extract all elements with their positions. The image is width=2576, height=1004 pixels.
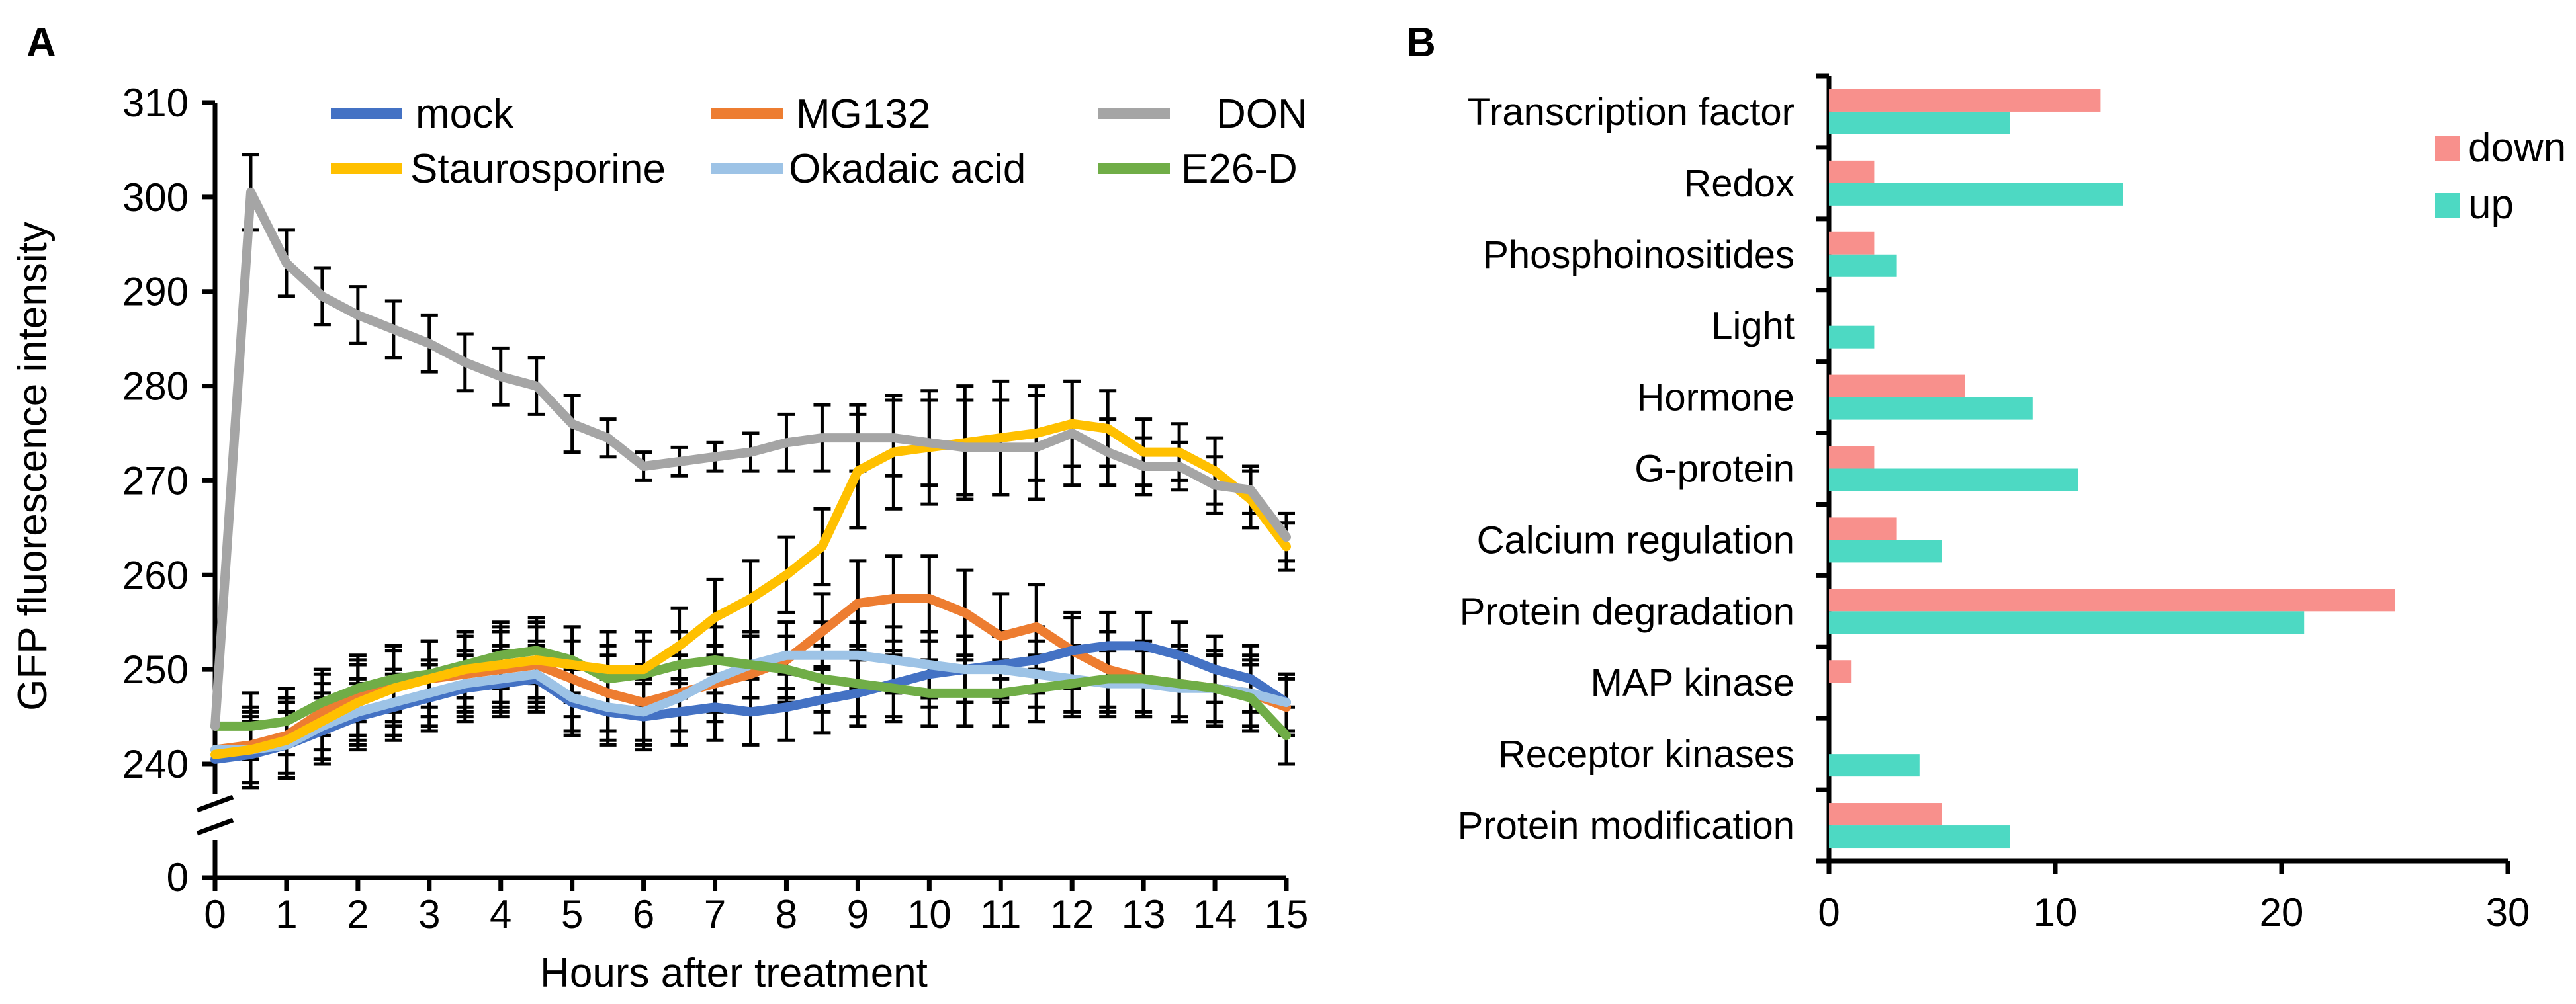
panel-b-bars [1829,89,2395,849]
bar-down-calcium-regulation [1829,517,1897,540]
panel-a-y-axis-title: GFP fluorescence intensity [10,222,56,711]
bar-up-receptor-kinases [1829,754,1920,777]
panel-b-bar-chart: B 0 10 20 30 Transcription factor Redox Phosp… [1406,20,2566,935]
bar-up-calcium-regulation [1829,540,1942,563]
panel-a-y-zero-label: 0 [167,855,189,899]
category-label: MAP kinase [1591,661,1795,704]
panel-a-x-tick-label: 4 [490,892,511,937]
category-label: Light [1711,305,1795,348]
category-label: Redox [1683,162,1795,205]
bar-up-hormone [1829,397,2033,420]
legend-label-staurosporine: Staurosporine [410,146,666,192]
panel-a-x-tick-label: 5 [561,892,583,937]
bar-up-g-protein [1829,468,2078,491]
panel-a-x-tick-label: 15 [1265,892,1309,937]
panel-a-x-tick-label: 2 [347,892,369,937]
bar-down-phosphoinositides [1829,231,1875,255]
panel-a-legend: mock MG132 DON Staurosporine Okadaic aci… [331,91,1308,192]
legend-swatch-down [2435,136,2460,161]
panel-b-x-tick-label: 30 [2486,890,2530,935]
series-line-staurosporine [210,419,1291,759]
panel-a-y-tick-label: 300 [122,175,189,220]
panel-a-x-tick-label: 14 [1193,892,1237,937]
panel-a-y-tick-label: 280 [122,364,189,409]
panel-b-category-ticks [1816,73,1829,864]
category-label: Protein modification [1458,804,1795,847]
bar-down-transcription-factor [1829,89,2101,112]
bar-down-hormone [1829,374,1965,397]
series-line-e26-d [210,646,1291,741]
panel-a-x-tick-label: 6 [633,892,654,937]
legend-label-e26-d: E26-D [1181,146,1298,192]
panel-a-x-tick-label: 10 [907,892,952,937]
legend-swatch-up [2435,193,2460,218]
panel-a-line-chart: A GFP fluorescence intensity Hours after… [10,20,1308,996]
panel-a-y-tick-label: 310 [122,81,189,125]
category-label: Calcium regulation [1477,519,1795,562]
bar-up-transcription-factor [1829,111,2010,134]
panel-a-x-tick-label: 13 [1122,892,1166,937]
panel-b-label: B [1406,20,1436,65]
panel-b-category-labels: Transcription factor Redox Phosphoinositid… [1458,91,1795,847]
panel-b-x-tick-label: 10 [2033,890,2078,935]
category-label: Phosphoinositides [1483,233,1795,276]
panel-a-x-axis-title: Hours after treatment [540,950,928,996]
panel-a-x-tick-label: 8 [776,892,797,937]
panel-b-x-tick-label: 20 [2260,890,2304,935]
panel-a-x-tick-label: 7 [704,892,726,937]
bar-down-map-kinase [1829,660,1852,683]
series-line-don [210,187,1291,731]
bar-down-g-protein [1829,446,1875,469]
category-label: Receptor kinases [1498,733,1795,776]
panel-a-x-tick-label: 3 [418,892,440,937]
bar-down-redox [1829,160,1875,183]
legend-label-up: up [2468,182,2514,228]
panel-a-y-tick-label: 240 [122,742,189,786]
panel-a-label: A [26,20,56,65]
category-label: Protein degradation [1460,590,1795,633]
panel-a-x-tick-label: 11 [980,892,1021,937]
panel-a-y-tick-label: 270 [122,458,189,503]
panel-a-axis-break-mark [196,817,234,836]
panel-b-x-ticks: 0 10 20 30 [1818,861,2530,935]
legend-label-don: DON [1216,91,1308,137]
bar-down-protein-degradation [1829,589,2395,612]
panel-a-y-ticks: 240 250 260 270 280 290 300 310 [122,81,215,786]
panel-a-x-ticks: 0 1 2 3 4 5 6 7 8 9 10 11 12 13 14 15 [204,878,1308,937]
panel-a-x-tick-label: 9 [847,892,869,937]
category-label: G-protein [1634,448,1795,491]
bar-down-protein-modification [1829,803,1942,826]
bar-up-redox [1829,183,2123,206]
bar-up-protein-modification [1829,825,2010,849]
panel-a-x-tick-label: 1 [275,892,297,937]
panel-a-y-tick-label: 290 [122,270,189,314]
panel-b-legend: down up [2435,125,2566,228]
panel-a-x-tick-label: 0 [204,892,226,937]
panel-a-error-bars [242,153,1295,790]
panel-a-y-tick-label: 260 [122,553,189,597]
legend-label-okadaic-acid: Okadaic acid [789,146,1026,192]
legend-label-mg132: MG132 [796,91,930,137]
bar-up-light [1829,325,1875,349]
panel-b-x-tick-label: 0 [1818,890,1840,935]
bar-up-protein-degradation [1829,611,2305,634]
category-label: Hormone [1636,376,1795,419]
legend-label-down: down [2468,125,2566,171]
panel-a-y-tick-label: 250 [122,648,189,692]
panel-a-x-tick-label: 12 [1050,892,1094,937]
category-label: Transcription factor [1468,91,1795,134]
bar-up-phosphoinositides [1829,254,1897,277]
panel-a-axis-break-mark [196,794,234,813]
panel-a-series-lines [210,187,1291,764]
legend-label-mock: mock [416,91,514,137]
